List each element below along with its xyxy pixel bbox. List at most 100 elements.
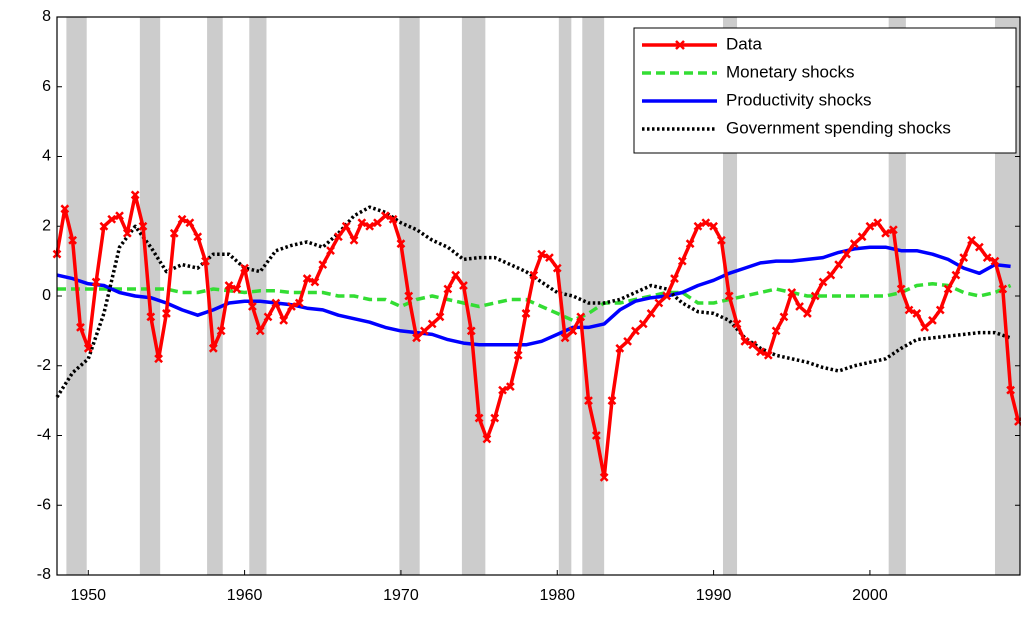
series-line	[57, 282, 1012, 323]
data-marker	[662, 291, 672, 301]
data-marker	[842, 249, 851, 259]
y-tick-label: -4	[37, 427, 51, 444]
data-marker	[60, 204, 70, 214]
data-marker	[388, 214, 398, 224]
data-marker	[763, 350, 773, 360]
data-marker	[810, 291, 820, 301]
data-marker	[146, 312, 156, 322]
data-marker	[928, 316, 937, 325]
data-marker	[373, 218, 382, 228]
data-marker	[638, 319, 648, 329]
recession-band	[582, 17, 605, 575]
data-marker	[599, 472, 609, 482]
data-marker	[584, 396, 593, 406]
data-marker	[216, 326, 226, 336]
data-marker	[920, 323, 930, 332]
data-marker	[568, 326, 578, 336]
recession-band	[888, 17, 906, 575]
series-line	[55, 193, 1021, 480]
data-marker	[341, 221, 351, 231]
data-marker	[130, 190, 140, 200]
data-marker	[91, 277, 101, 287]
data-marker	[756, 347, 765, 357]
data-marker	[912, 309, 922, 318]
legend-label: Monetary shocks	[726, 62, 855, 81]
data-marker	[357, 218, 367, 228]
data-marker	[623, 336, 632, 346]
data-marker	[240, 263, 249, 273]
data-marker	[326, 246, 335, 256]
data-marker	[224, 281, 234, 290]
data-marker	[904, 305, 914, 315]
data-marker	[552, 263, 562, 273]
data-marker	[670, 274, 679, 283]
data-marker	[201, 256, 210, 266]
plot-frame	[56, 16, 1021, 576]
data-marker	[459, 281, 468, 290]
y-tick-label: -2	[37, 357, 51, 374]
data-marker	[803, 309, 812, 318]
data-marker	[951, 270, 961, 280]
data-marker	[748, 340, 758, 350]
data-marker	[248, 302, 257, 311]
data-marker	[873, 218, 883, 228]
series-line	[55, 205, 1012, 399]
data-marker	[959, 253, 969, 263]
legend-box	[633, 27, 1017, 154]
data-marker	[490, 413, 500, 423]
data-marker	[537, 249, 547, 259]
legend-label: Productivity shocks	[726, 90, 872, 109]
data-marker	[849, 239, 859, 249]
data-marker	[271, 298, 281, 308]
data-marker	[529, 270, 539, 280]
data-marker	[466, 326, 476, 336]
data-marker	[709, 221, 718, 231]
data-marker	[677, 256, 687, 266]
data-marker	[451, 270, 461, 280]
data-marker	[888, 225, 898, 235]
data-marker	[685, 239, 695, 249]
x-tick-label: 1950	[70, 587, 106, 604]
data-marker	[177, 214, 187, 224]
data-marker	[115, 211, 124, 221]
data-marker	[482, 434, 492, 444]
data-marker	[99, 221, 109, 231]
y-tick-label: -8	[37, 566, 51, 583]
data-marker	[169, 228, 179, 238]
data-marker	[521, 309, 531, 318]
data-marker	[1006, 385, 1016, 395]
data-marker	[935, 305, 945, 315]
data-marker	[162, 309, 171, 318]
legend-marker	[675, 40, 685, 50]
data-marker	[654, 298, 664, 308]
data-marker	[427, 319, 437, 329]
data-marker	[380, 211, 390, 221]
data-marker	[68, 235, 78, 245]
data-marker	[943, 284, 953, 294]
data-marker	[740, 336, 750, 346]
legend-label: Government spending shocks	[726, 118, 951, 137]
data-marker	[631, 326, 640, 336]
data-marker	[545, 253, 554, 263]
data-marker	[318, 260, 328, 269]
data-marker	[513, 350, 523, 360]
x-tick-label: 2000	[852, 587, 888, 604]
data-marker	[591, 431, 601, 440]
data-marker	[107, 214, 117, 224]
data-marker	[818, 277, 828, 287]
recession-band	[461, 17, 486, 575]
y-tick-label: 6	[42, 78, 51, 95]
data-marker	[193, 232, 203, 242]
data-marker	[771, 326, 781, 336]
legend-label: Data	[726, 34, 762, 53]
data-marker	[279, 316, 289, 325]
x-tick-label: 1980	[539, 587, 575, 604]
data-marker	[896, 284, 906, 294]
data-marker	[334, 232, 343, 242]
data-marker	[138, 221, 148, 231]
data-marker	[419, 326, 429, 336]
data-marker	[154, 354, 163, 364]
data-marker	[255, 326, 265, 336]
y-tick-label: -6	[37, 496, 51, 513]
